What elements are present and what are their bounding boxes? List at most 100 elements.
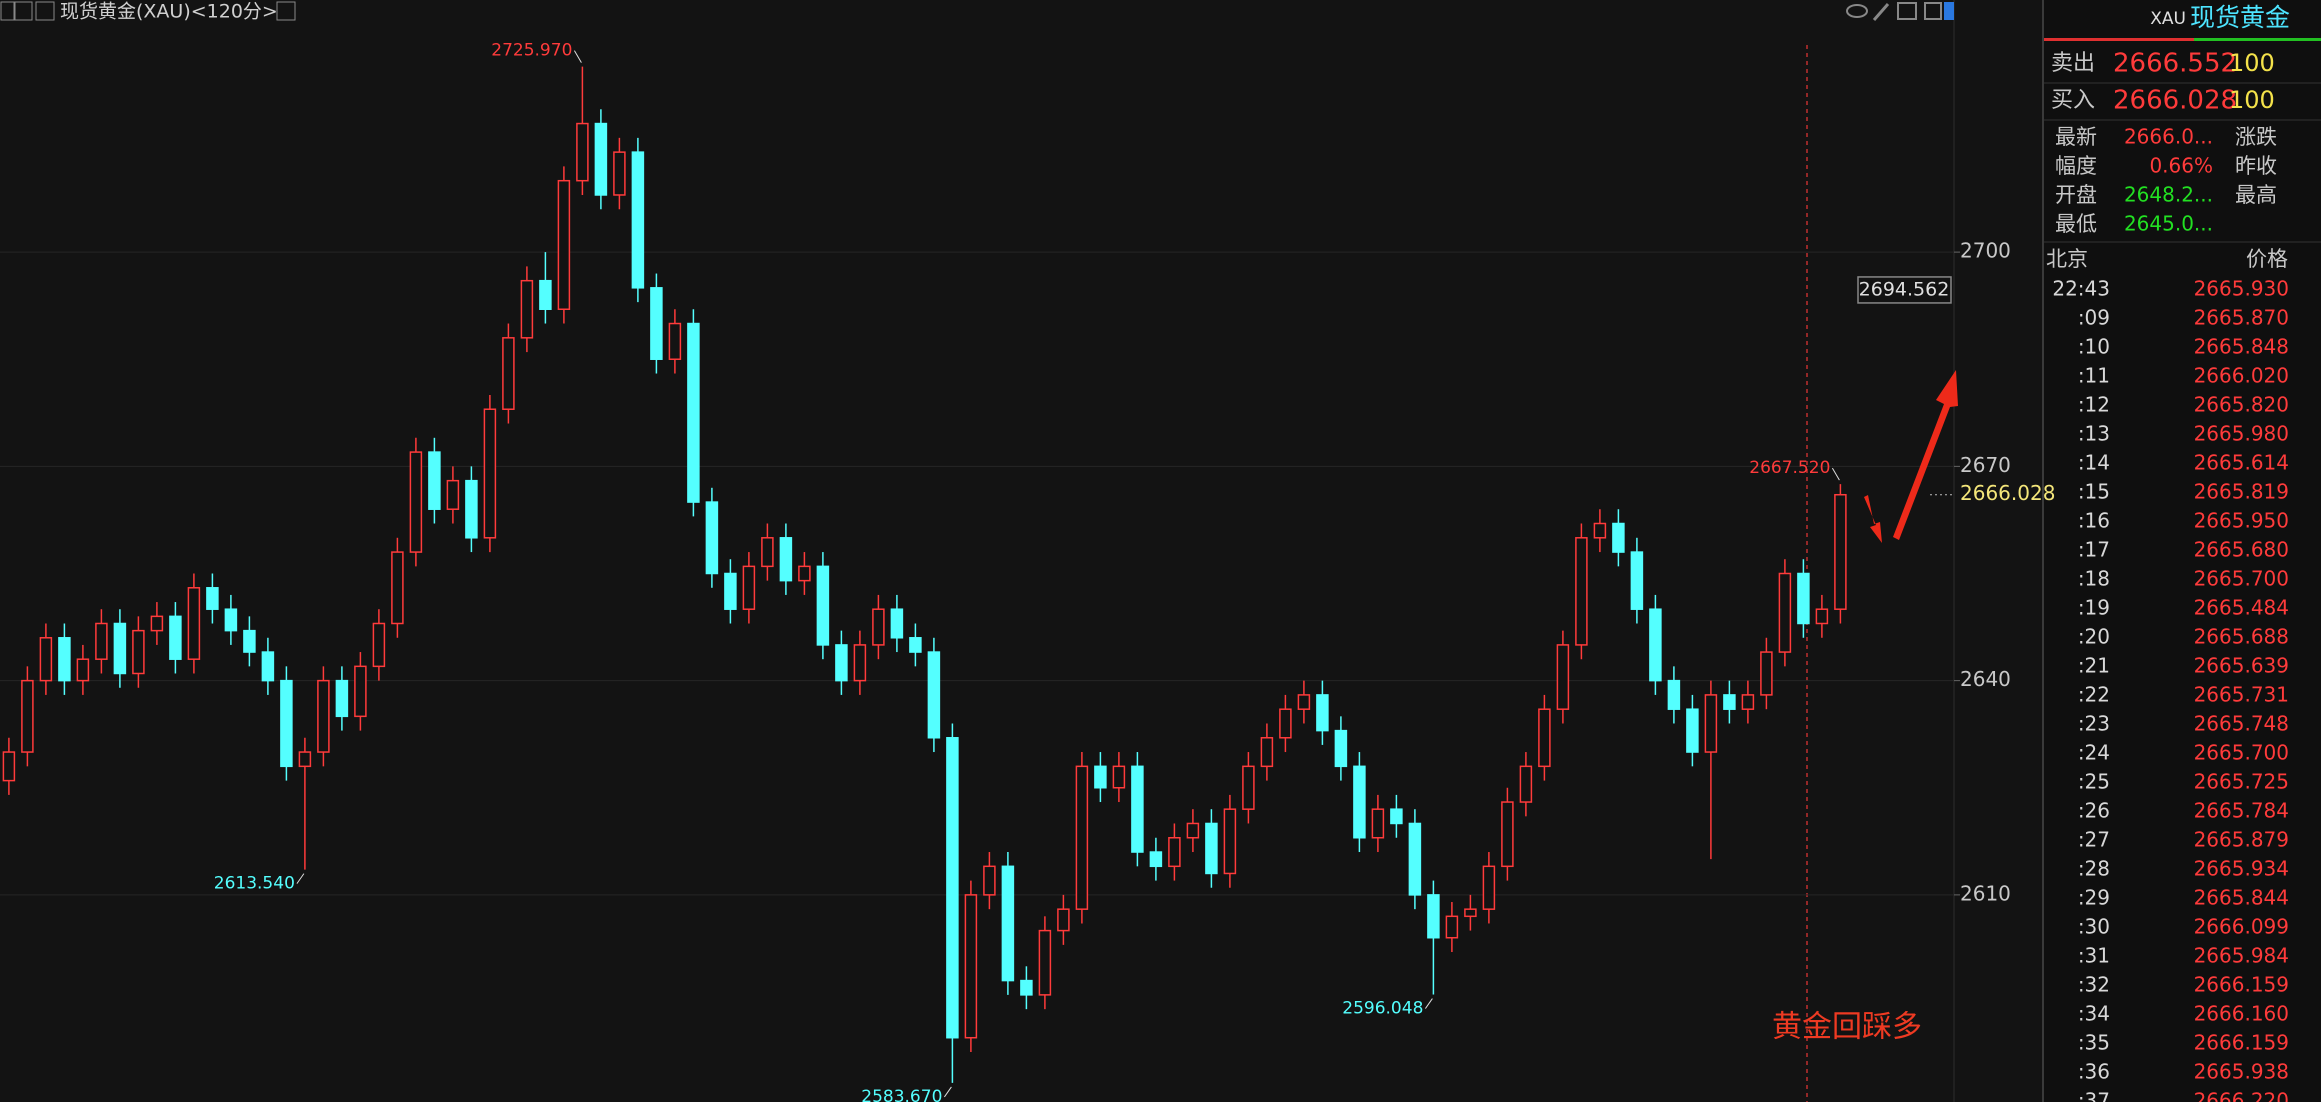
trade-price: 2665.879 [2194, 828, 2289, 852]
candle-body [779, 537, 793, 582]
candle-body [594, 122, 608, 196]
candle-body [1667, 679, 1681, 710]
candle-body [1205, 822, 1218, 875]
down-arrow [1864, 495, 1882, 543]
candle-body [1020, 979, 1033, 996]
candle-body [1760, 651, 1773, 696]
panel-toggle[interactable] [1944, 2, 1954, 20]
candle-body [520, 279, 534, 339]
trade-time: :36 [2078, 1060, 2110, 1084]
quote-volume: 100 [2229, 49, 2275, 77]
candle-body [1297, 694, 1311, 710]
trade-price: 2665.984 [2194, 944, 2289, 968]
trade-price: 2665.484 [2194, 596, 2289, 620]
candle-body [409, 451, 423, 553]
trade-price: 2665.731 [2194, 683, 2289, 707]
icon[interactable] [13, 1, 33, 21]
extreme-label: 2725.970 [491, 41, 572, 61]
candle-body [391, 551, 404, 625]
quote-panel-bg [2044, 0, 2321, 1102]
trade-price: 2665.938 [2194, 1060, 2289, 1084]
candle-body [1519, 765, 1533, 803]
candle-body [946, 737, 959, 1039]
symbol: XAU [2150, 9, 2186, 29]
stat-label: 幅度 [2055, 154, 2097, 178]
trade-time: :21 [2078, 654, 2110, 678]
pencil-icon[interactable] [1872, 3, 1890, 21]
icon[interactable] [35, 1, 55, 21]
trade-time: :13 [2078, 422, 2110, 446]
price-marker-box [1857, 276, 1952, 304]
trade-price: 2665.820 [2194, 393, 2289, 417]
candle-body [1778, 572, 1792, 653]
trade-time: :29 [2078, 886, 2110, 910]
trade-time: :28 [2078, 857, 2110, 881]
trade-time: :35 [2078, 1031, 2110, 1055]
candle-body [187, 587, 201, 660]
candle-body [539, 279, 552, 310]
candle-body [1575, 537, 1588, 646]
trade-time: :10 [2078, 335, 2110, 359]
candle-body [1168, 836, 1181, 868]
trade-price: 2665.614 [2194, 451, 2289, 475]
candle-body [872, 608, 885, 646]
candle-body [446, 479, 460, 510]
stat-value: 0.66% [2149, 154, 2213, 178]
stat-label: 最新 [2055, 125, 2097, 149]
candle-body [613, 151, 626, 196]
candle-body [1057, 908, 1070, 932]
candle-body [576, 122, 589, 182]
layout-icon[interactable] [1924, 2, 1942, 20]
toolbar-icons[interactable] [0, 1, 1954, 21]
candle-body [58, 637, 71, 682]
candle-body [224, 608, 238, 632]
trade-price: 2665.980 [2194, 422, 2289, 446]
trade-time: 22:43 [2052, 277, 2110, 301]
candle-body [1593, 522, 1607, 539]
eye-icon[interactable] [1846, 4, 1868, 18]
trade-price: 2665.725 [2194, 770, 2289, 794]
icon[interactable] [276, 1, 296, 21]
trade-time: :24 [2078, 741, 2110, 765]
trade-price: 2665.870 [2194, 306, 2289, 330]
candle-body [687, 322, 700, 503]
candle-body [1741, 694, 1755, 710]
trade-price: 2665.748 [2194, 712, 2289, 736]
candle-body [1797, 572, 1810, 625]
candle-body [650, 287, 663, 360]
trade-price: 2665.700 [2194, 741, 2289, 765]
title-underline [2044, 38, 2194, 41]
candle-body [132, 629, 145, 675]
icon[interactable] [0, 1, 16, 21]
annotation-pointer [1424, 998, 1433, 1009]
table-header: 北京 [2046, 247, 2088, 271]
candle-body [1556, 644, 1570, 710]
trade-time: :19 [2078, 596, 2110, 620]
candle-body [890, 608, 904, 639]
y-tick-label: 2610 [1960, 881, 2011, 905]
quote-price: 2666.552 [2113, 49, 2237, 79]
candle-body [1223, 808, 1237, 875]
trade-time: :11 [2078, 364, 2110, 388]
stat-value: 2648.2... [2124, 183, 2213, 207]
trade-time: :34 [2078, 1002, 2110, 1026]
candle-body [1482, 865, 1496, 910]
trade-price: 2666.020 [2194, 364, 2289, 388]
up-arrow [1893, 370, 1958, 540]
candle-body [1723, 694, 1736, 710]
candle-body [335, 679, 349, 718]
plot: 2610 2640 2670 2700 2725.970 2613.540 2583.670… [0, 41, 2055, 1102]
title-underline [2194, 38, 2321, 41]
candle-body [761, 537, 774, 568]
trade-price: 2665.819 [2194, 480, 2289, 504]
candle-body [354, 665, 367, 718]
candle-body [1279, 708, 1292, 739]
trade-time: :32 [2078, 973, 2110, 997]
candle-body [1464, 908, 1477, 918]
candle-body [705, 501, 719, 575]
layout-icon[interactable] [1897, 2, 1917, 20]
stat-value: 2666.0... [2124, 125, 2213, 149]
